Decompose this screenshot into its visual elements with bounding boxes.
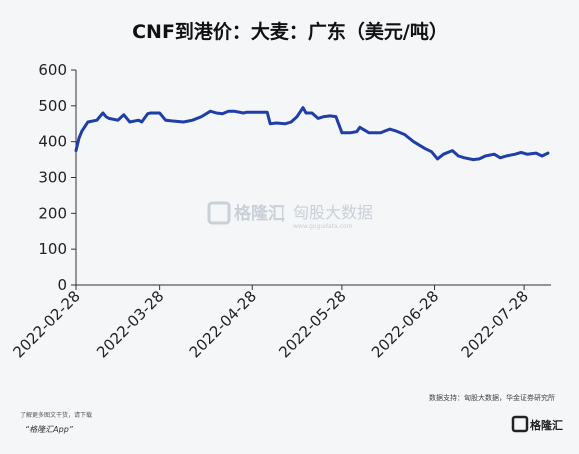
chart-title: CNF到港价：大麦：广东（美元/吨） — [132, 20, 448, 43]
y-tick-label: 200 — [38, 204, 67, 222]
x-tick-label: 2022-03-28 — [93, 287, 167, 361]
x-tick-label: 2022-06-28 — [368, 287, 442, 361]
watermark-url: www.gogudata.com — [293, 223, 353, 230]
y-axis-ticks: 0 100 200 300 400 500 600 — [38, 61, 76, 294]
y-tick-label: 400 — [38, 133, 67, 151]
watermark-divider: | — [280, 203, 285, 222]
y-tick-label: 100 — [38, 240, 67, 258]
watermark-logo-icon — [207, 201, 231, 225]
series-layer — [74, 106, 550, 162]
axes — [75, 70, 551, 286]
footer-logo-icon — [511, 415, 529, 433]
source-note: 数据支持：匈股大数据，华金证券研究所 — [429, 393, 555, 402]
series-line — [74, 106, 550, 162]
watermark-sub: 匈股大数据 — [293, 203, 373, 222]
footer-app-name: “格隆汇App” — [25, 425, 74, 434]
footer-hint: 了解更多图文干货，请下载 — [20, 411, 92, 419]
x-tick-label: 2022-02-28 — [9, 287, 83, 361]
x-tick-label: 2022-07-28 — [458, 287, 532, 361]
footer-logo: 格隆汇 — [511, 415, 563, 433]
watermark: 格隆汇 | 匈股大数据 www.gogudata.com — [207, 201, 373, 230]
x-tick-label: 2022-04-28 — [186, 287, 260, 361]
y-tick-label: 500 — [38, 97, 67, 115]
watermark-brand: 格隆汇 — [234, 203, 285, 224]
x-tick-label: 2022-05-28 — [275, 287, 349, 361]
x-axis-ticks: 2022-02-28 2022-03-28 2022-04-28 2022-05-28… — [9, 285, 532, 361]
y-tick-label: 300 — [38, 169, 67, 187]
y-tick-label: 600 — [38, 61, 67, 79]
y-tick-label: 0 — [57, 276, 67, 294]
footer-logo-text: 格隆汇 — [530, 418, 563, 432]
